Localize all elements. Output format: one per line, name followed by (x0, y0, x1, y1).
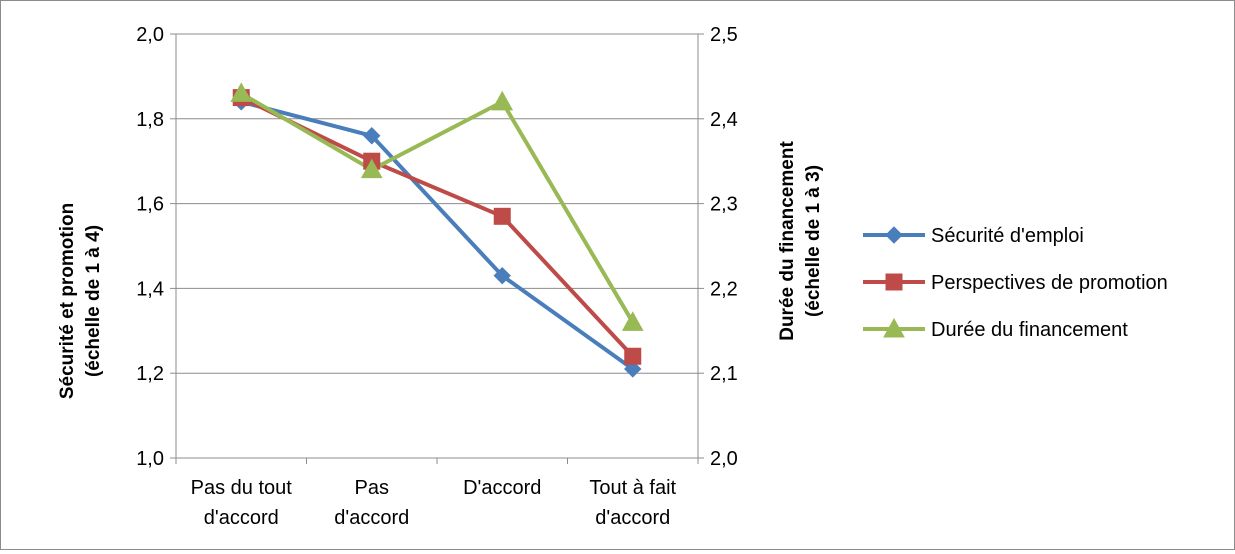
data-point-triangle (621, 311, 644, 331)
series-group (230, 82, 644, 378)
data-point-diamond (624, 360, 642, 378)
left-tick-label: 1,4 (136, 278, 164, 300)
x-tick-label-line: d'accord (334, 507, 409, 529)
data-point-square (624, 347, 642, 365)
right-axis-title: Durée du financement (échelle de 1 à 3) (777, 141, 824, 341)
left-axis-title-line: Sécurité et promotion (57, 203, 78, 399)
data-point-triangle (230, 82, 253, 102)
legend: Sécurité d'emploi Perspectives de promoti… (863, 225, 1168, 341)
x-tick-label: Pas d'accord (334, 477, 409, 529)
data-point-triangle (360, 158, 383, 179)
data-point-square (885, 273, 903, 291)
legend-label: Perspectives de promotion (931, 272, 1168, 294)
right-tick-label: 2,4 (710, 109, 738, 131)
left-tick-label: 1,6 (136, 194, 164, 216)
right-tick-label: 2,2 (710, 278, 738, 300)
x-tick-label-line: d'accord (595, 507, 670, 529)
series-line (240, 99, 634, 371)
right-tick-label: 2,1 (710, 363, 738, 385)
x-tick-label-line: D'accord (463, 477, 541, 499)
data-point-diamond (493, 266, 511, 285)
series-line (240, 91, 635, 324)
right-axis-title-line: Durée du financement (777, 141, 798, 341)
right-axis-title-line: (échelle de 1 à 3) (803, 165, 824, 317)
data-point-triangle (883, 317, 905, 338)
left-tick-label: 1,0 (136, 448, 164, 470)
right-axis-ticks: 2,0 2,1 2,2 2,3 2,4 2,5 (698, 24, 738, 470)
axis-titles: Sécurité et promotion (échelle de 1 à 4) D… (57, 141, 824, 400)
x-axis-ticks: Pas du tout d'accord Pas d'accord D'accord To… (175, 458, 699, 529)
left-axis-title: Sécurité et promotion (échelle de 1 à 4) (57, 203, 104, 399)
x-tick-label: D'accord (463, 477, 541, 499)
x-tick-label-line: Pas du tout (191, 477, 293, 499)
legend-label: Durée du financement (931, 319, 1128, 341)
legend-label: Sécurité d'emploi (931, 225, 1084, 247)
left-axis-title-line: (échelle de 1 à 4) (83, 225, 104, 377)
x-tick-label-line: Pas (355, 477, 389, 499)
x-tick-label: Tout à fait d'accord (589, 477, 676, 529)
x-tick-label: Pas du tout d'accord (191, 477, 293, 529)
right-tick-label: 2,3 (710, 194, 738, 216)
left-axis-ticks: 1,0 1,2 1,4 1,6 1,8 2,0 (136, 24, 176, 470)
left-tick-label: 1,2 (136, 363, 164, 385)
left-tick-label: 2,0 (136, 24, 164, 46)
x-tick-label-line: Tout à fait (589, 477, 676, 499)
left-tick-label: 1,8 (136, 109, 164, 131)
data-point-diamond (885, 226, 903, 244)
data-point-triangle (491, 90, 514, 111)
right-tick-label: 2,0 (710, 448, 738, 470)
data-point-square (493, 207, 511, 225)
right-tick-label: 2,5 (710, 24, 738, 46)
axes (175, 34, 699, 459)
x-tick-label-line: d'accord (204, 507, 279, 529)
data-point-diamond (363, 127, 381, 145)
